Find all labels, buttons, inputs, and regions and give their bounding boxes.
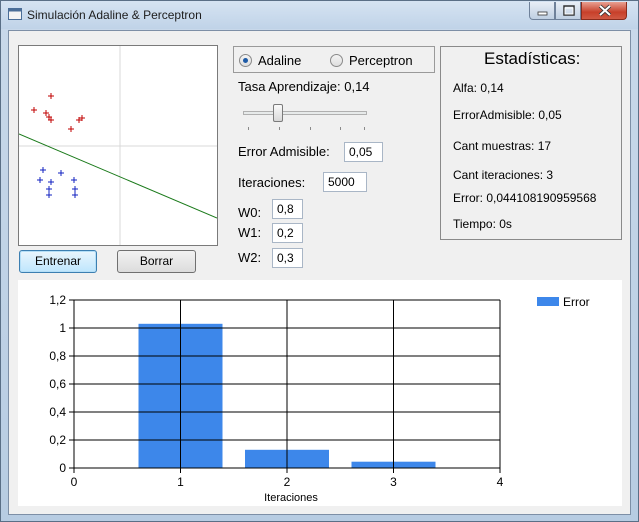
perceptron-radio[interactable]: Perceptron [330, 53, 413, 68]
y-tick-label: 0,6 [49, 377, 66, 391]
slider-tick [310, 127, 311, 130]
x-tick-label: 3 [390, 475, 397, 489]
minimize-button[interactable] [529, 2, 555, 20]
legend-swatch [537, 297, 559, 306]
minimize-icon [537, 11, 548, 16]
class-a-point [68, 126, 74, 132]
class-a-point [43, 110, 49, 116]
perceptron-radio-label: Perceptron [349, 53, 413, 68]
adaline-radio[interactable]: Adaline [239, 53, 301, 68]
radio-unchecked-icon [330, 54, 343, 67]
error-bar-chart: 0 0,2 0,4 0,6 0,8 1 1,2 0 1 2 3 4 Iteraciones Error [49, 293, 590, 504]
learning-rate-slider-thumb[interactable] [273, 104, 283, 122]
w2-field[interactable]: 0,3 [272, 248, 303, 268]
clear-button[interactable]: Borrar [117, 250, 196, 273]
class-b-point [72, 186, 78, 192]
slider-tick [248, 127, 249, 130]
close-button[interactable] [581, 2, 627, 20]
stat-cant-iteraciones: Cant iteraciones: 3 [453, 168, 554, 182]
legend-label: Error [563, 295, 590, 309]
class-b-point [48, 179, 54, 185]
iterations-label: Iteraciones: [238, 175, 306, 190]
iterations-field[interactable]: 5000 [323, 172, 367, 192]
adaline-radio-label: Adaline [258, 53, 302, 68]
slider-tick [279, 127, 280, 130]
class-a-point [48, 93, 54, 99]
y-tick-label: 0,2 [49, 433, 66, 447]
learning-rate-slider-track[interactable] [243, 111, 367, 115]
stats-title: Estadísticas: [484, 49, 581, 68]
x-axis-label: Iteraciones [264, 492, 318, 504]
w0-field[interactable]: 0,8 [272, 199, 303, 219]
class-a-point [76, 117, 82, 123]
class-b-point [71, 177, 77, 183]
w2-label: W2: [238, 250, 262, 265]
stats-panel: Estadísticas: Alfa: 0,14 ErrorAdmisible:… [440, 46, 622, 240]
y-tick-label: 0,8 [49, 349, 66, 363]
class-b-point [46, 186, 52, 192]
error-chart-panel: 0 0,2 0,4 0,6 0,8 1 1,2 0 1 2 3 4 Iteraciones Error [18, 280, 622, 506]
y-tick-label: 1,2 [49, 293, 66, 307]
stat-error-admisible: ErrorAdmisible: 0,05 [453, 108, 562, 122]
error-admisible-label: Error Admisible: [238, 144, 330, 159]
window-title: Simulación Adaline & Perceptron [27, 8, 202, 22]
train-button[interactable]: Entrenar [19, 250, 97, 273]
x-tick-label: 1 [177, 475, 184, 489]
x-tick-label: 4 [497, 475, 504, 489]
close-icon [598, 4, 612, 17]
w1-field[interactable]: 0,2 [272, 223, 303, 243]
class-a-point [31, 107, 37, 113]
sample-plot-panel[interactable] [18, 45, 218, 246]
stat-cant-muestras: Cant muestras: 17 [453, 139, 552, 153]
class-b-point [40, 167, 46, 173]
stat-tiempo: Tiempo: 0s [453, 217, 512, 231]
class-b-point [46, 192, 52, 198]
error-admisible-field[interactable]: 0,05 [344, 142, 383, 162]
maximize-icon [563, 5, 575, 16]
maximize-button[interactable] [555, 2, 581, 20]
x-tick-label: 2 [284, 475, 291, 489]
form-client-area: Entrenar Borrar Adaline Perceptron Tasa … [8, 30, 631, 515]
class-b-point [37, 177, 43, 183]
slider-tick [340, 127, 341, 130]
stat-error: Error: 0,044108190959568 [453, 191, 597, 205]
class-b-point [58, 170, 64, 176]
y-tick-label: 0 [59, 461, 66, 475]
learning-rate-label: Tasa Aprendizaje: 0,14 [238, 79, 370, 94]
y-tick-label: 1 [59, 321, 66, 335]
app-icon [8, 8, 22, 20]
radio-checked-icon [239, 54, 252, 67]
slider-tick [364, 127, 365, 130]
class-b-point [72, 192, 78, 198]
decision-boundary-line [18, 133, 218, 219]
title-bar[interactable]: Simulación Adaline & Perceptron [1, 1, 638, 29]
w1-label: W1: [238, 225, 262, 240]
x-tick-label: 0 [71, 475, 78, 489]
y-tick-label: 0,4 [49, 405, 66, 419]
w0-label: W0: [238, 205, 262, 220]
mode-radio-group: Adaline Perceptron [233, 46, 435, 73]
class-a-point [48, 117, 54, 123]
sample-plot[interactable] [18, 46, 218, 245]
stat-alfa: Alfa: 0,14 [453, 81, 504, 95]
